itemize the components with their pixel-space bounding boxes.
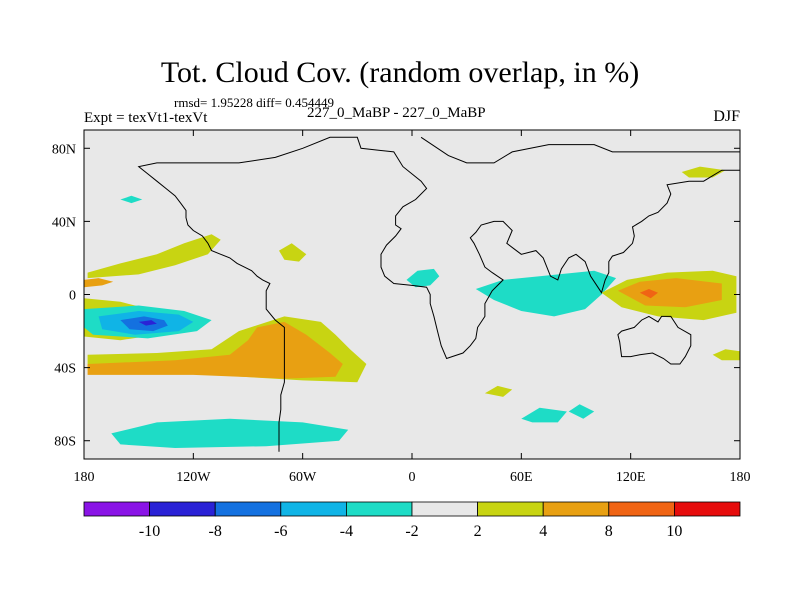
land-outlines	[137, 136, 740, 452]
region-s-pacific-darkblue	[138, 320, 157, 326]
x-tick-label: 60E	[510, 470, 533, 485]
region-n-pacific-band	[87, 234, 221, 279]
region-n-pacific-core	[84, 278, 114, 288]
colorbar-segment	[542, 501, 610, 517]
region-sh-yellow-east	[712, 349, 740, 361]
region-indian-ocean-cyan	[475, 270, 617, 317]
colorbar-segment	[674, 501, 741, 517]
region-southern-ocean-cyan	[111, 418, 349, 448]
case-label: 227_0_MaBP - 227_0_MaBP	[307, 105, 486, 121]
region-s-atlantic-orange	[87, 321, 343, 379]
experiment-label: Expt = texVt1-texVt	[84, 110, 208, 126]
colorbar-segment	[345, 501, 413, 517]
x-axis: 180 120W 60W 0 60E 120E 180	[74, 130, 751, 485]
y-tick-label: 40S	[54, 362, 76, 377]
colorbar-label: 2	[474, 523, 482, 540]
region-w-pacific-orange	[617, 278, 722, 308]
colorbar-segment	[411, 501, 478, 517]
y-tick-label: 0	[69, 289, 76, 304]
colorbar-segment	[214, 501, 282, 517]
x-tick-label: 180	[74, 470, 95, 485]
colorbar-label: -10	[139, 523, 160, 540]
land-outline-australia	[617, 315, 692, 365]
colorbar-label: -2	[405, 523, 418, 540]
chart-title: Tot. Cloud Cov. (random overlap, in %)	[160, 56, 640, 89]
colorbar-label: 4	[539, 523, 547, 540]
colorbar: -10 -8 -6 -4 -2 2 4 8 10	[83, 501, 741, 540]
colorbar-segment	[280, 501, 347, 517]
colorbar-label: 10	[666, 523, 682, 540]
region-africa-cyan	[406, 268, 440, 288]
region-southern-indian-cyan	[521, 407, 567, 423]
y-tick-label: 80N	[52, 142, 76, 157]
y-tick-label: 40N	[52, 215, 76, 230]
x-tick-label: 120E	[616, 470, 646, 485]
region-southern-indian-yellow	[484, 385, 513, 397]
colorbar-segment	[477, 501, 544, 517]
region-n-pacific-cyan	[120, 195, 143, 204]
land-outline-main	[137, 136, 740, 452]
x-tick-label: 60W	[289, 470, 317, 485]
map-area	[84, 130, 740, 459]
season-label: DJF	[713, 108, 740, 125]
region-w-pacific-red	[639, 289, 658, 299]
stats-line: rmsd= 1.95228 diff= 0.454449	[174, 95, 334, 110]
colorbar-label: -8	[209, 523, 222, 540]
colorbar-segment	[608, 501, 675, 517]
x-tick-label: 180	[730, 470, 751, 485]
region-n-atlantic-yellow	[279, 243, 307, 262]
x-tick-label: 120W	[176, 470, 211, 485]
region-antarctic-cyan	[568, 404, 595, 419]
y-axis: 80N 40N 0 40S 80S	[52, 142, 740, 450]
colorbar-segment	[83, 501, 150, 517]
colorbar-label: -4	[340, 523, 353, 540]
colorbar-segment	[149, 501, 216, 517]
colorbar-label: 8	[605, 523, 613, 540]
contour-regions	[84, 166, 740, 448]
colorbar-label: -6	[274, 523, 287, 540]
x-tick-label: 0	[409, 470, 416, 485]
y-tick-label: 80S	[54, 435, 76, 450]
